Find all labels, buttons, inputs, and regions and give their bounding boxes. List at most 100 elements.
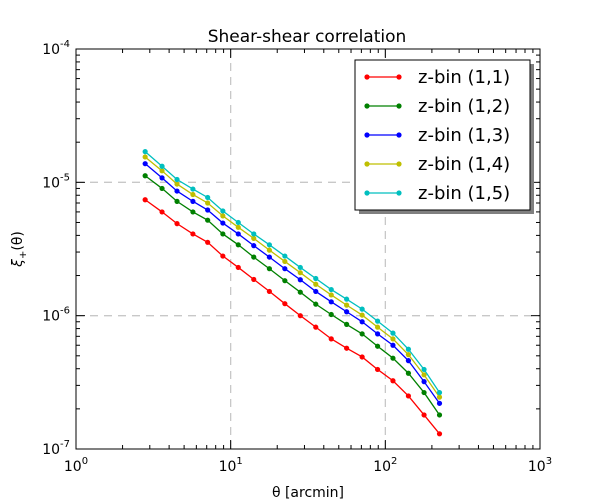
data-point [436, 412, 443, 418]
data-point [220, 253, 226, 259]
data-point [297, 289, 303, 295]
data-point [190, 231, 196, 237]
data-point [374, 366, 381, 373]
data-point [251, 243, 257, 249]
data-point [297, 270, 303, 276]
series-group [142, 149, 443, 437]
legend-label: z-bin (1,4) [418, 154, 510, 175]
data-point [436, 394, 443, 400]
data-point [328, 286, 334, 293]
data-point [251, 231, 257, 237]
data-point [159, 185, 165, 192]
data-point [190, 191, 196, 198]
data-point [251, 235, 257, 241]
data-point [359, 354, 365, 360]
legend-item: z-bin (1,5) [364, 183, 510, 204]
data-point [142, 154, 148, 160]
data-point [313, 275, 319, 282]
data-point [436, 431, 443, 437]
series-line [144, 199, 441, 435]
data-point [313, 288, 319, 295]
plot-frame [75, 48, 541, 450]
data-point [235, 242, 241, 248]
data-point [190, 198, 196, 204]
data-point [328, 336, 334, 342]
data-point [313, 324, 319, 330]
axis-ticks: 100 101 102 103 10-7 10-6 10-5 10-4 [42, 39, 552, 475]
legend-item: z-bin (1,1) [364, 67, 510, 88]
data-point [282, 266, 288, 272]
legend-marker [396, 103, 402, 109]
x-tick-label: 103 [528, 456, 552, 475]
legend-marker [396, 190, 402, 196]
data-point [159, 175, 165, 181]
chart-title: Shear-shear correlation [208, 27, 407, 47]
data-point [313, 281, 319, 287]
data-point [421, 372, 427, 378]
x-tick-label: 102 [373, 456, 397, 475]
data-point [344, 345, 350, 351]
data-point [190, 209, 196, 215]
legend-marker [364, 190, 370, 196]
data-point [220, 220, 226, 226]
series-line [144, 151, 441, 393]
data-point [235, 219, 241, 226]
legend-item: z-bin (1,2) [364, 96, 510, 117]
y-tick-label: 10-5 [42, 172, 70, 191]
x-tick-label: 100 [64, 456, 88, 475]
data-point [374, 331, 381, 337]
legend-label: z-bin (1,5) [418, 183, 510, 204]
data-point [142, 161, 148, 167]
legend-marker [364, 103, 370, 109]
data-point [344, 321, 350, 328]
data-point [313, 301, 319, 307]
data-point [205, 217, 211, 223]
data-point [297, 313, 303, 319]
data-point [344, 309, 350, 315]
legend-marker [364, 132, 370, 138]
data-point [421, 412, 427, 418]
series-line [144, 163, 441, 404]
data-point [328, 292, 334, 298]
legend-item: z-bin (1,4) [364, 154, 510, 175]
y-tick-label: 10-7 [42, 439, 70, 458]
data-point [251, 276, 257, 283]
data-point [421, 389, 427, 396]
data-point [159, 163, 165, 169]
series-line [144, 156, 441, 398]
data-point [328, 311, 334, 318]
data-point [359, 312, 365, 318]
data-point [390, 355, 396, 361]
data-point [421, 379, 427, 385]
data-point [205, 207, 211, 213]
data-point [235, 264, 241, 271]
x-tick-label: 101 [219, 456, 243, 475]
data-point [282, 278, 288, 284]
legend-marker [364, 161, 370, 167]
legend: z-bin (1,1) z-bin (1,2) z-bin (1,3) z-bin (… [354, 59, 534, 214]
data-point [359, 306, 365, 312]
data-point [159, 168, 165, 174]
data-point [251, 254, 257, 260]
data-point [266, 288, 272, 295]
data-point [235, 231, 241, 237]
data-point [220, 213, 226, 219]
data-point [266, 247, 272, 253]
data-point [390, 330, 396, 336]
data-point [374, 343, 381, 349]
data-point [220, 208, 226, 214]
legend-label: z-bin (1,2) [418, 96, 510, 117]
y-axis-label: ξ+(θ) [10, 231, 29, 268]
data-point [159, 209, 165, 215]
data-point [142, 149, 148, 155]
data-point [266, 254, 272, 260]
data-point [297, 264, 303, 271]
legend-label: z-bin (1,3) [418, 125, 510, 146]
data-point [142, 197, 148, 203]
data-point [205, 194, 211, 201]
data-point [405, 352, 412, 358]
data-point [390, 336, 396, 342]
legend-marker [364, 74, 370, 80]
series-4 [142, 154, 443, 400]
